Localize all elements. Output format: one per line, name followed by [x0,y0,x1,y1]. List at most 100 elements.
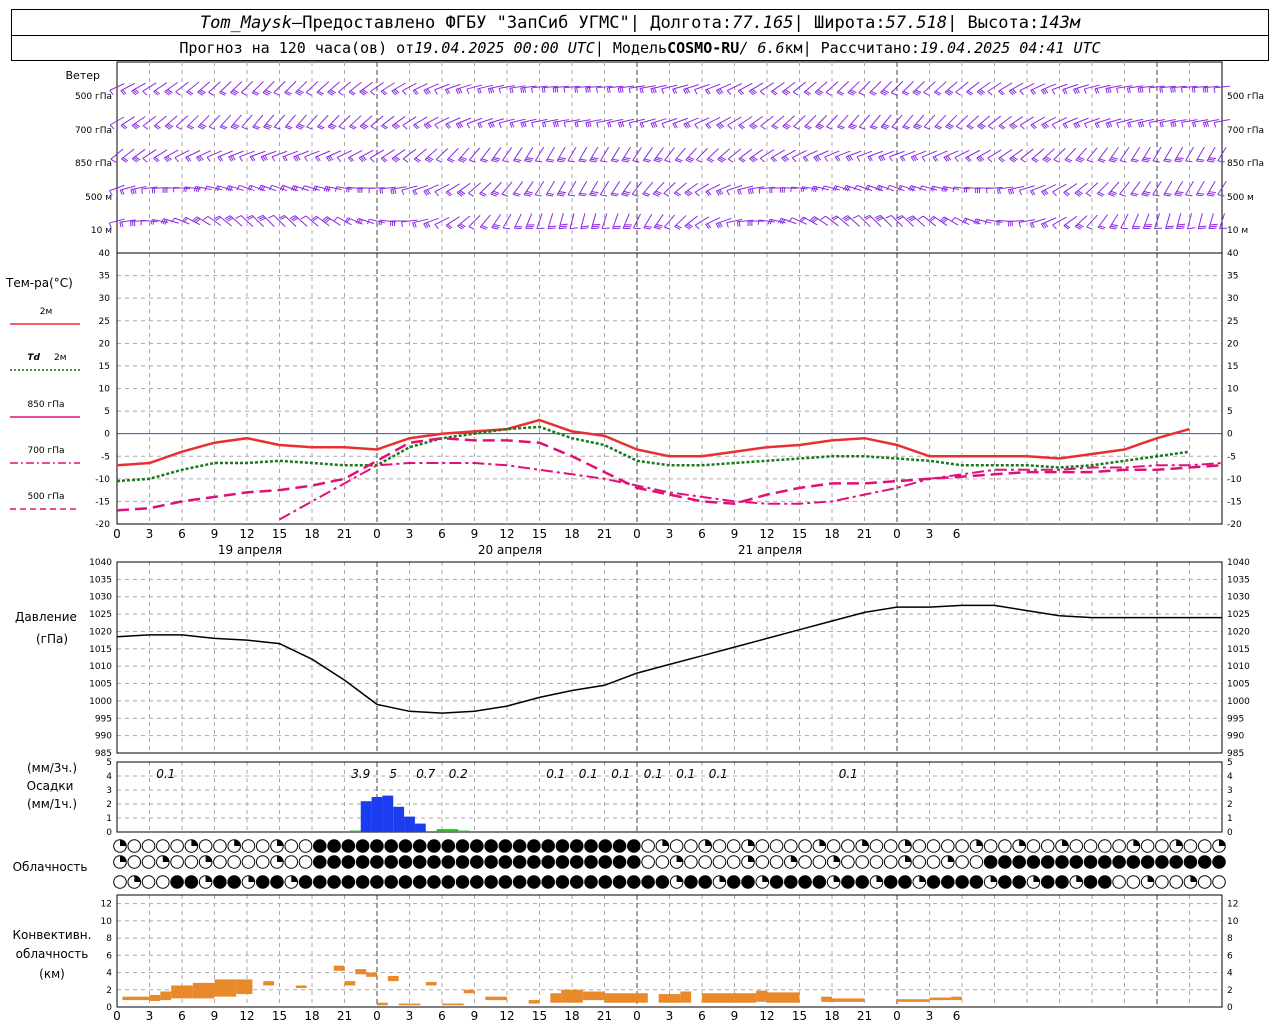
wind-barb-staff [814,216,829,226]
wind-barb-flag [1142,158,1150,161]
cloud-quarter [833,875,840,882]
cloud-circle [769,855,784,869]
cloud-circle [541,855,555,869]
wind-barb-flag [650,123,654,129]
wind-barb-staff [856,184,873,192]
wind-barb-staff [858,81,871,93]
wind-barb-staff [900,150,916,158]
wind-barb-flag [831,215,837,220]
wind-barb-flag [726,190,730,196]
wind-barb-flag [412,90,417,95]
wind-barb-flag [998,125,1004,130]
cloud-circle [669,839,684,853]
wind-barb-staff [153,115,167,127]
wind-barb-staff [1041,116,1056,126]
wind-barb-flag [241,92,248,96]
cloud-cover-icon [284,839,299,853]
wind-barb-flag [707,123,712,129]
wind-barb-flag [1120,227,1128,230]
wind-barb-staff [770,82,785,92]
wind-barb-flag [402,90,407,96]
wind-barb-flag [434,89,438,95]
wind-barb-flag [330,89,337,94]
cloud-cover-icon [455,875,470,889]
wind-barb-staff [381,115,395,127]
wind-barb-flag [750,89,756,95]
wind-barb-flag [1065,157,1073,162]
wind-barb-flag [838,125,845,129]
wind-barb-staff [650,84,667,90]
wind-barb-flag [350,124,357,129]
wind-barb-staff [1019,82,1035,92]
wind-barb-staff [589,146,599,162]
wind-barb-flag [1044,122,1050,128]
wind-barb-staff [239,150,255,158]
wind-barb-flag [1164,158,1172,161]
cloud-cover-icon [627,855,641,869]
wind-barb-flag [1198,225,1207,228]
precip-bar [371,797,383,832]
cloud-quarter [291,875,298,882]
wind-barb-flag [271,156,276,162]
wind-barb-staff [813,150,829,158]
wind-barb-flag [1020,158,1026,163]
wind-barb-flag [251,92,259,96]
cloud-cover-icon [883,855,898,869]
wind-barb-flag [546,160,554,163]
wind-barb-staff [998,115,1013,127]
wind-barb-staff [674,215,687,227]
wind-barb-staff [684,182,698,194]
wind-barb-staff [1119,181,1130,195]
wind-barb-flag [686,224,692,229]
temp-hour-label: 15 [272,527,287,541]
wind-barb-flag [154,89,161,95]
wind-barb-flag [355,218,360,224]
wind-barb-flag [1094,123,1099,129]
wind-barb-flag [153,91,159,96]
cloud-quarter [662,839,669,846]
wind-barb-flag [380,90,386,96]
conv-hour-label: 12 [499,1009,514,1023]
wind-barb-flag [235,215,242,219]
wind-barb-flag [347,157,353,163]
wind-barb-flag [282,156,287,162]
cloud-circle [498,855,513,869]
conv-hour-label: 0 [633,1009,641,1023]
wind-barb-flag [1175,158,1183,161]
wind-barb-staff [260,150,277,158]
wind-barb-flag [447,159,454,163]
wind-barb-staff [1181,119,1198,123]
wind-barb-flag [1063,192,1069,197]
wind-barb-flag [511,87,514,93]
wind-barb-staff [228,185,244,191]
cloud-cover-icon [684,855,698,869]
wind-barb-flag [845,156,850,162]
cloud-circle [1183,855,1198,869]
wind-barb-flag [836,92,843,96]
cloud-circle [313,839,327,853]
wind-barb-staff [965,149,981,159]
wind-barb-flag [338,91,344,96]
wind-barb-flag [479,193,486,197]
wind-barb-flag [1032,157,1039,162]
wind-barb-staff [271,184,288,192]
wind-barb-flag [816,155,821,161]
wind-barb-flag [1064,123,1069,129]
cloud-circle [198,839,213,853]
cloud-circle [627,875,641,889]
cloud-cover-icon [1197,839,1212,853]
wind-barb-flag [427,122,432,128]
cloud-circle [313,875,327,889]
wind-barb-staff [295,114,307,128]
wind-barb-flag [1164,192,1172,195]
cloud-circle [1040,855,1055,869]
wind-barb-flag [130,189,133,195]
wind-barb-flag [842,215,848,219]
wind-barb-flag [264,125,272,129]
wind-barb-flag [600,194,608,197]
wind-barb-flag [165,156,171,162]
wind-barb-flag [946,155,952,161]
cloud-circle [726,855,741,869]
cloud-cover-icon [170,875,184,889]
wind-barb-flag [229,186,233,192]
